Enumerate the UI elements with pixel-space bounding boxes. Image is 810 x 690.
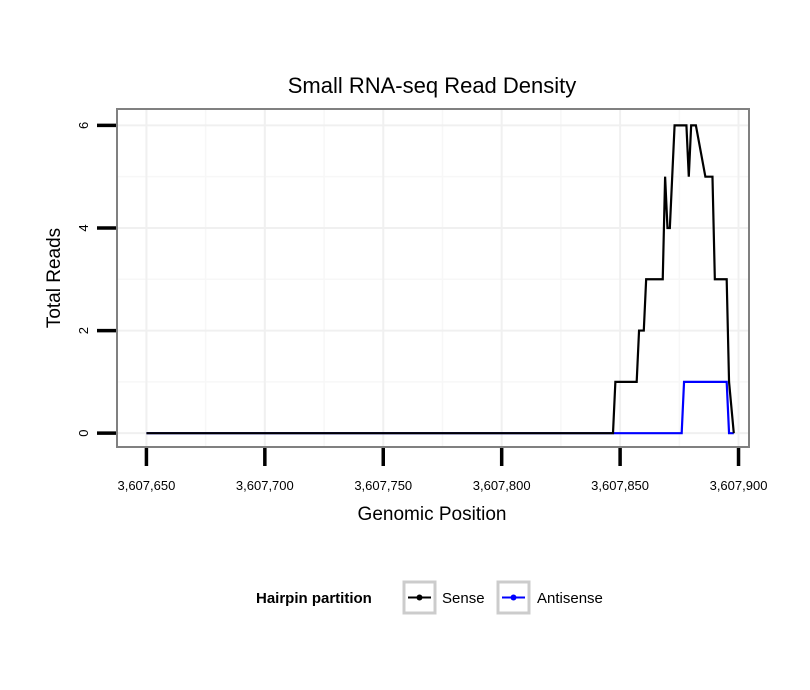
- y-tick-label: 2: [76, 327, 91, 334]
- plot-panel-border: [116, 108, 750, 448]
- series-line-sense: [146, 124, 735, 435]
- x-tick-label: 3,607,800: [473, 478, 531, 493]
- x-tick-label: 3,607,850: [591, 478, 649, 493]
- legend-label-sense: Sense: [442, 590, 485, 607]
- x-axis-title: Genomic Position: [358, 504, 507, 525]
- series-line-antisense: [146, 380, 734, 435]
- grid: [118, 110, 748, 446]
- x-tick-label: 3,607,650: [117, 478, 175, 493]
- legend-label-antisense: Antisense: [537, 590, 603, 607]
- y-tick-label: 4: [76, 224, 91, 231]
- series-lines: [146, 124, 735, 435]
- x-tick-label: 3,607,750: [354, 478, 412, 493]
- legend-marker-sense: [416, 594, 423, 601]
- legend: Hairpin partition Sense Antisense: [256, 580, 603, 615]
- legend-title: Hairpin partition: [256, 590, 372, 607]
- axis-ticks: 3,607,650 3,607,700 3,607,750 3,607,800 3,60…: [76, 122, 767, 493]
- y-axis-title: Total Reads: [44, 228, 65, 328]
- x-tick-label: 3,607,900: [710, 478, 768, 493]
- x-tick-label: 3,607,700: [236, 478, 294, 493]
- legend-item-antisense: Antisense: [496, 580, 603, 615]
- chart-title: Small RNA-seq Read Density: [288, 73, 577, 98]
- legend-marker-antisense: [510, 594, 517, 601]
- y-tick-label: 6: [76, 122, 91, 129]
- y-tick-label: 0: [76, 430, 91, 437]
- legend-item-sense: Sense: [402, 580, 485, 615]
